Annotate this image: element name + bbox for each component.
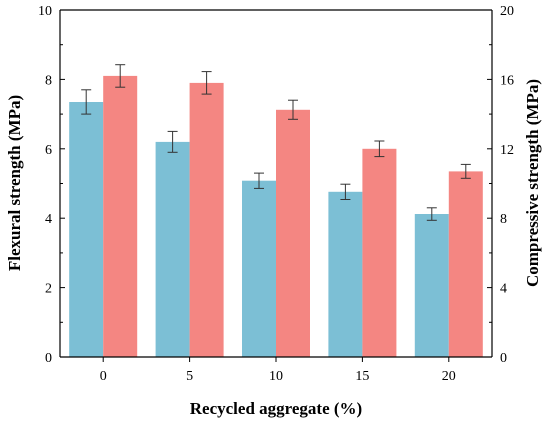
right-tick-label: 20 <box>500 4 514 19</box>
x-tick-label-0: 0 <box>100 369 107 384</box>
left-axis-title: Flexural strength (MPa) <box>5 95 24 271</box>
right-tick-label: 8 <box>500 212 507 227</box>
left-tick-label: 0 <box>45 351 52 366</box>
compressive-bar-20 <box>448 171 483 357</box>
left-tick-label: 8 <box>45 73 52 88</box>
error-bars-group <box>81 64 471 221</box>
right-tick-label: 12 <box>500 143 514 158</box>
flexural-bar-0 <box>69 102 104 357</box>
compressive-bar-0 <box>103 75 138 358</box>
compressive-bar-10 <box>276 109 310 357</box>
compressive-bar-5 <box>189 82 224 358</box>
x-tick-label-5: 5 <box>186 369 193 384</box>
right-tick-label: 4 <box>500 282 507 297</box>
right-tick-label: 0 <box>500 351 507 366</box>
flexural-bar-20 <box>414 214 449 357</box>
x-axis-ticks: 0 5 10 15 20 <box>100 357 456 384</box>
bars-group <box>69 75 483 358</box>
left-tick-label: 2 <box>45 282 52 297</box>
left-tick-label: 4 <box>45 212 52 227</box>
left-tick-label: 10 <box>38 4 52 19</box>
x-axis-title: Recycled aggregate (%) <box>190 399 362 418</box>
flexural-bar-5 <box>155 141 190 357</box>
x-tick-label-15: 15 <box>355 369 369 384</box>
x-tick-label-20: 20 <box>442 369 456 384</box>
left-tick-label: 6 <box>45 143 52 158</box>
right-axis-title: Compressive strength (MPa) <box>523 79 542 287</box>
x-tick-label-10: 10 <box>269 369 283 384</box>
left-axis-ticks: 0 2 4 6 8 10 <box>38 4 65 366</box>
flexural-bar-15 <box>328 191 363 357</box>
compressive-bar-15 <box>362 148 397 357</box>
right-axis-ticks: 0 4 8 12 16 20 <box>487 4 514 366</box>
right-tick-label: 16 <box>500 73 514 88</box>
flexural-bar-10 <box>242 180 276 357</box>
